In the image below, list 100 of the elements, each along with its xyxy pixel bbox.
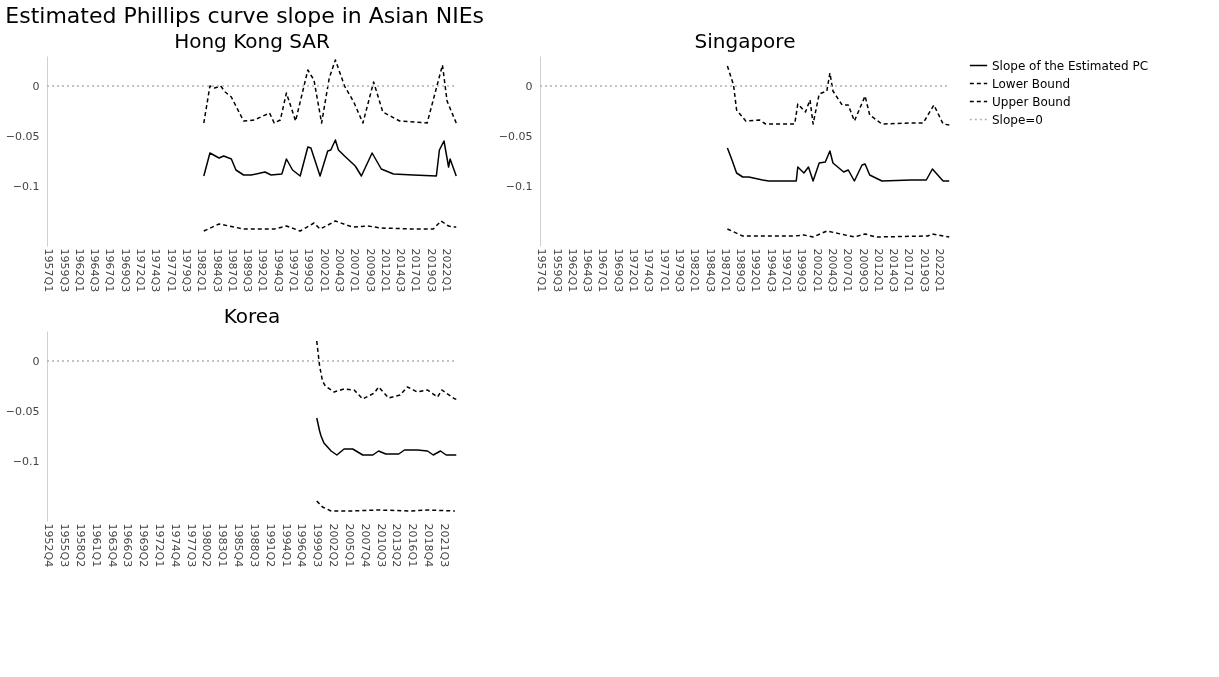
- x-tick-label: 2014Q3: [887, 248, 901, 293]
- x-tick-label: 2014Q3: [394, 248, 408, 293]
- x-tick-label: 1977Q3: [184, 523, 198, 568]
- x-tick-label: 1974Q3: [149, 248, 163, 293]
- x-tick-label: 1974Q4: [168, 523, 182, 568]
- x-tick-label: 1964Q3: [88, 248, 102, 293]
- x-tick-label: 2017Q1: [409, 248, 423, 293]
- x-tick-label: 2004Q3: [825, 248, 839, 293]
- line-series: [315, 500, 456, 512]
- line-series: [726, 147, 950, 182]
- x-tick-label: 1969Q2: [137, 523, 151, 568]
- chart-title: Singapore: [694, 29, 796, 53]
- legend-label: Lower Bound: [992, 76, 1071, 91]
- y-tick-label: −0.1: [12, 179, 40, 193]
- x-tick-label: 2010Q3: [374, 523, 388, 568]
- x-tick-label: 2002Q1: [317, 248, 331, 293]
- x-tick-label: 1997Q1: [780, 248, 794, 293]
- x-tick-label: 1962Q1: [72, 248, 86, 293]
- x-tick-label: 1972Q1: [627, 248, 641, 293]
- x-tick-label: 1992Q1: [749, 248, 763, 293]
- x-tick-label: 1977Q1: [164, 248, 178, 293]
- x-tick-label: 1991Q2: [263, 523, 277, 568]
- x-tick-label: 1999Q3: [795, 248, 809, 293]
- x-tick-label: 1969Q3: [118, 248, 132, 293]
- x-tick-label: 2019Q3: [424, 248, 438, 293]
- x-tick-label: 2005Q1: [342, 523, 356, 568]
- legend-label: Slope=0: [992, 112, 1043, 127]
- x-tick-label: 2009Q3: [856, 248, 870, 293]
- line-series: [726, 228, 950, 238]
- x-tick-label: 2012Q1: [378, 248, 392, 293]
- y-tick-label: −0.05: [5, 404, 40, 418]
- x-tick-label: 1979Q3: [179, 248, 193, 293]
- x-tick-label: 2007Q1: [348, 248, 362, 293]
- x-tick-label: 1952Q4: [42, 523, 56, 568]
- x-tick-label: 1977Q1: [657, 248, 671, 293]
- y-tick-label: 0: [32, 79, 40, 93]
- y-tick-label: 0: [32, 354, 40, 368]
- x-tick-label: 2012Q1: [871, 248, 885, 293]
- x-tick-label: 2022Q1: [933, 248, 947, 293]
- legend-label: Slope of the Estimated PC: [992, 58, 1149, 73]
- line-series: [726, 65, 950, 126]
- x-tick-label: 1964Q3: [581, 248, 595, 293]
- line-series: [315, 417, 458, 456]
- line-series: [203, 139, 457, 177]
- x-tick-label: 1994Q3: [271, 248, 285, 293]
- line-series: [203, 59, 457, 124]
- x-tick-label: 1999Q3: [311, 523, 325, 568]
- legend-label: Upper Bound: [992, 94, 1071, 109]
- line-series: [203, 220, 457, 232]
- x-tick-label: 1980Q2: [200, 523, 214, 568]
- x-tick-label: 2022Q1: [440, 248, 454, 293]
- x-tick-label: 2018Q4: [422, 523, 436, 568]
- x-tick-label: 2007Q4: [358, 523, 372, 568]
- x-tick-label: 1999Q3: [302, 248, 316, 293]
- y-tick-label: 0: [525, 79, 533, 93]
- x-tick-label: 1997Q1: [287, 248, 301, 293]
- x-tick-label: 1955Q3: [58, 523, 72, 568]
- x-tick-label: 1967Q1: [596, 248, 610, 293]
- x-tick-label: 1966Q3: [121, 523, 135, 568]
- x-tick-label: 1959Q3: [57, 248, 71, 293]
- x-tick-label: 1962Q1: [565, 248, 579, 293]
- x-tick-label: 1967Q1: [103, 248, 117, 293]
- x-tick-label: 2017Q1: [902, 248, 916, 293]
- x-tick-label: 1996Q4: [295, 523, 309, 568]
- x-tick-label: 2013Q2: [390, 523, 404, 568]
- x-tick-label: 1979Q3: [672, 248, 686, 293]
- x-tick-label: 1982Q1: [195, 248, 209, 293]
- x-tick-label: 1957Q1: [535, 248, 549, 293]
- x-tick-label: 2007Q1: [841, 248, 855, 293]
- x-tick-label: 1994Q3: [764, 248, 778, 293]
- x-tick-label: 1992Q1: [256, 248, 270, 293]
- y-tick-label: −0.1: [12, 454, 40, 468]
- x-tick-label: 2004Q3: [332, 248, 346, 293]
- x-tick-label: 1963Q4: [105, 523, 119, 568]
- x-tick-label: 2016Q1: [406, 523, 420, 568]
- x-tick-label: 1958Q2: [73, 523, 87, 568]
- x-tick-label: 1985Q4: [232, 523, 246, 568]
- chart-title: Hong Kong SAR: [174, 29, 330, 53]
- x-tick-label: 2021Q3: [437, 523, 451, 568]
- x-tick-label: 1987Q1: [718, 248, 732, 293]
- y-tick-label: −0.05: [498, 129, 533, 143]
- x-tick-label: 1987Q1: [225, 248, 239, 293]
- x-tick-label: 1994Q1: [279, 523, 293, 568]
- y-tick-label: −0.1: [505, 179, 533, 193]
- x-tick-label: 1984Q3: [703, 248, 717, 293]
- x-tick-label: 1983Q1: [216, 523, 230, 568]
- x-tick-label: 1972Q1: [152, 523, 166, 568]
- x-tick-label: 1959Q3: [550, 248, 564, 293]
- chart-title: Korea: [223, 304, 281, 328]
- y-tick-label: −0.05: [5, 129, 40, 143]
- x-tick-label: 1989Q3: [241, 248, 255, 293]
- x-tick-label: 2002Q1: [810, 248, 824, 293]
- x-tick-label: 1961Q1: [89, 523, 103, 568]
- x-tick-label: 1969Q3: [611, 248, 625, 293]
- line-series: [315, 340, 458, 400]
- x-tick-label: 1989Q3: [734, 248, 748, 293]
- x-tick-label: 1988Q3: [247, 523, 261, 568]
- x-tick-label: 1972Q1: [134, 248, 148, 293]
- x-tick-label: 2009Q3: [363, 248, 377, 293]
- text: Estimated Phillips curve slope in Asian NIEs: [5, 3, 485, 28]
